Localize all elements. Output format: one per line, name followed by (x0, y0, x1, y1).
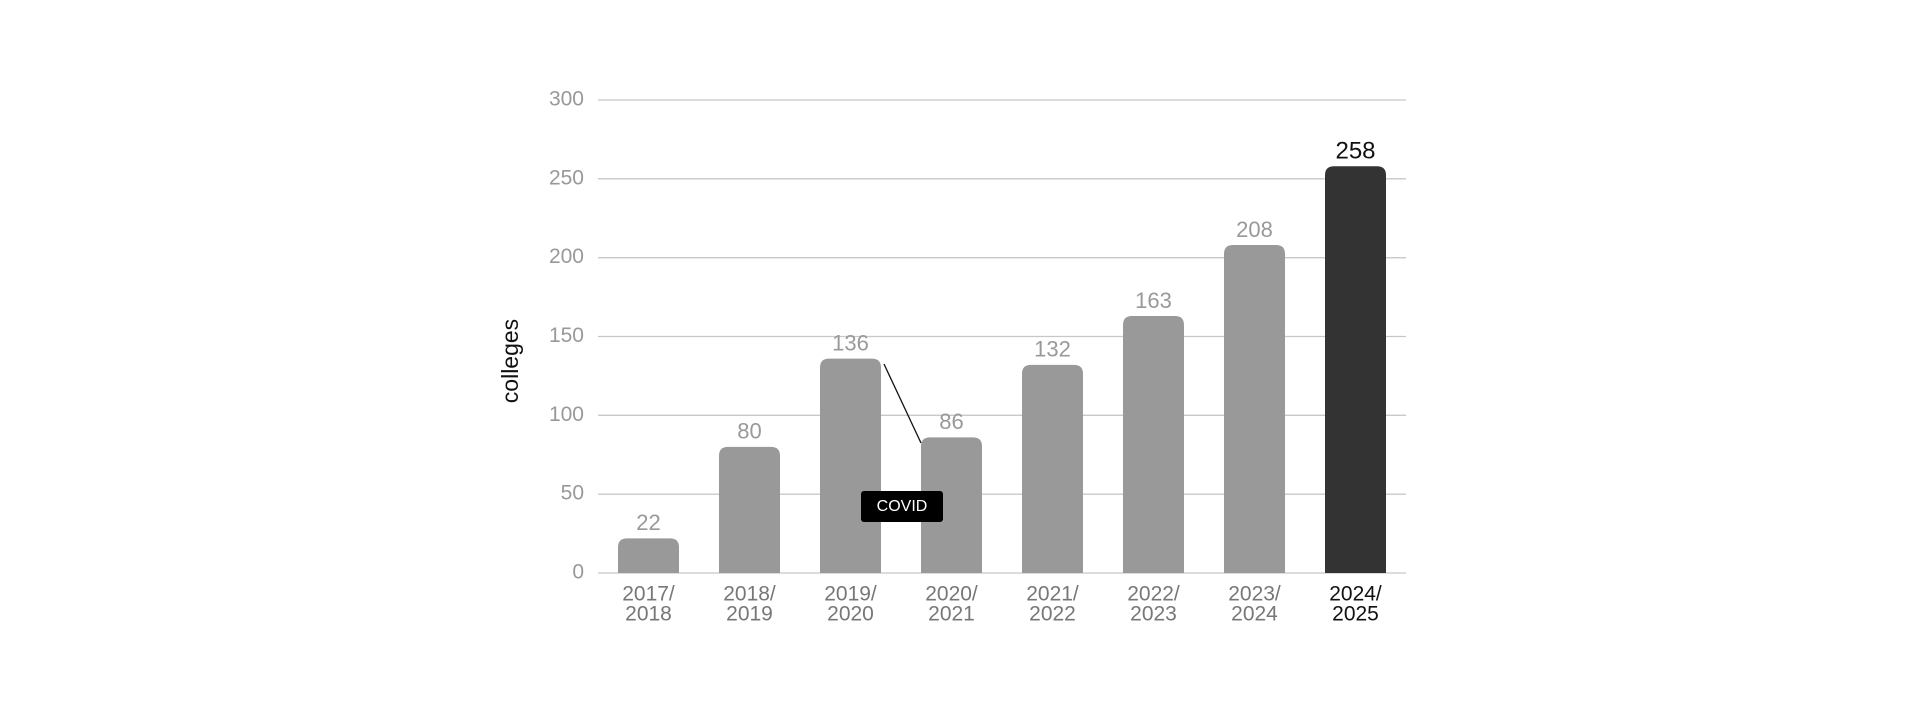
y-axis-label: colleges (497, 319, 523, 403)
y-tick-label: 300 (549, 88, 584, 111)
annotation-box (861, 491, 943, 522)
value-label: 80 (737, 419, 761, 444)
x-tick-label: 2019/ (824, 583, 877, 606)
x-tick-label: 2023 (1130, 603, 1177, 626)
value-label: 22 (636, 510, 660, 535)
y-tick-label: 150 (549, 324, 584, 347)
x-tick-label: 2022 (1029, 603, 1076, 626)
annotation-text: COVID (877, 498, 928, 515)
bar (1325, 166, 1386, 573)
value-label: 132 (1034, 337, 1071, 362)
bar (1123, 316, 1184, 573)
bar (1022, 364, 1083, 573)
plot: 0 50 100 150 200 250 300 22 2017/2018 80 2018/2019… (549, 88, 1406, 626)
x-tick-label: 2017/ (622, 583, 675, 606)
y-tick-label: 200 (549, 245, 584, 268)
x-tick-label: 2023/ (1228, 583, 1281, 606)
x-tick-label: 2024 (1231, 603, 1278, 626)
x-tick-label: 2020/ (925, 583, 978, 606)
x-tick-label: 2018/ (723, 583, 776, 606)
x-tick-label: 2020 (827, 603, 874, 626)
annotation-line (883, 363, 922, 444)
x-tick-label: 2022/ (1127, 583, 1180, 606)
y-tick-label: 0 (572, 561, 584, 584)
x-tick-label: 2021 (928, 603, 975, 626)
x-tick-label: 2021/ (1026, 583, 1079, 606)
y-tick-label: 50 (561, 482, 584, 505)
y-tick-label: 250 (549, 166, 584, 189)
value-label: 136 (832, 330, 869, 355)
x-tick-label: 2025 (1332, 603, 1379, 626)
x-tick-label: 2024/ (1329, 583, 1382, 606)
value-label: 86 (939, 409, 963, 434)
bar (719, 446, 780, 573)
value-label: 258 (1335, 138, 1375, 165)
y-tick-label: 100 (549, 403, 584, 426)
bar (1224, 245, 1285, 573)
bar (921, 437, 982, 573)
x-tick-label: 2019 (726, 603, 773, 626)
value-label: 208 (1236, 217, 1273, 242)
bar (618, 538, 679, 573)
bar (820, 358, 881, 573)
value-label: 163 (1135, 288, 1172, 313)
x-tick-label: 2018 (625, 603, 672, 626)
